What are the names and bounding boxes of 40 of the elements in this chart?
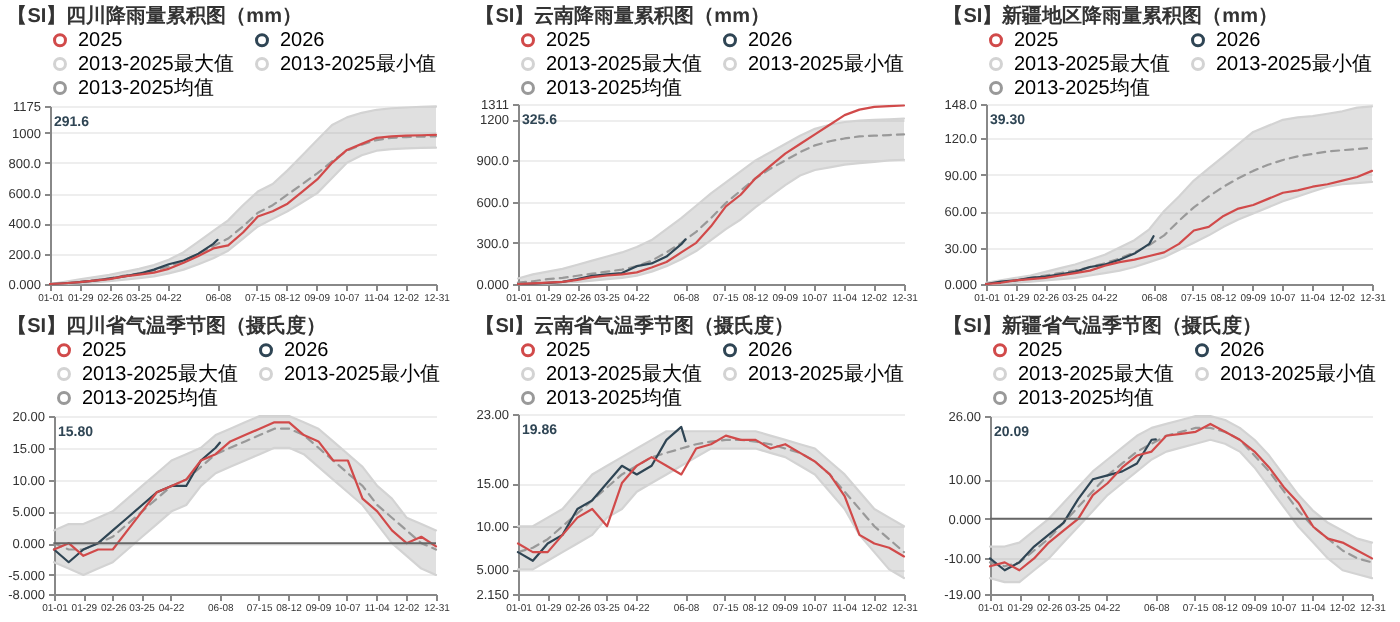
chart-title: 【SI】云南省气温季节图（摄氏度） <box>475 314 795 338</box>
chart-title: 【SI】云南降雨量累积图（mm） <box>475 4 770 28</box>
legend-label: 2013-2025均值 <box>546 76 682 100</box>
legend-label: 2025 <box>1014 30 1060 53</box>
legend-label: 2025 <box>78 30 124 53</box>
line-series <box>988 438 1157 572</box>
chart-title: 【SI】四川省气温季节图（摄氏度） <box>7 314 327 338</box>
legend-label: 2026 <box>748 340 794 363</box>
legend-label: 2013-2025最大值 <box>546 52 702 76</box>
legend-label: 2026 <box>1216 30 1262 53</box>
legend-label: 2013-2025最大值 <box>78 52 234 76</box>
legend-label: 2013-2025最大值 <box>1018 362 1174 386</box>
legend-label: 2013-2025最小值 <box>748 362 904 386</box>
legend-label: 2013-2025均值 <box>1018 386 1154 410</box>
legend-label: 2013-2025最小值 <box>1216 52 1372 76</box>
legend-label: 2025 <box>82 340 128 363</box>
line-series <box>52 441 221 564</box>
legend-label: 2025 <box>546 340 592 363</box>
legend-label: 2025 <box>1018 340 1064 363</box>
legend-label: 2025 <box>546 30 592 53</box>
chart-title: 【SI】新疆省气温季节图（摄氏度） <box>943 314 1263 338</box>
legend-label: 2026 <box>1220 340 1266 363</box>
legend-label: 2013-2025最小值 <box>1220 362 1376 386</box>
line-series <box>984 235 1155 286</box>
legend-label: 2013-2025均值 <box>82 386 218 410</box>
legend-label: 2013-2025均值 <box>1014 76 1150 100</box>
legend-label: 2026 <box>284 340 330 363</box>
legend-label: 2026 <box>748 30 794 53</box>
legend-label: 2013-2025均值 <box>78 76 214 100</box>
line-series <box>516 425 687 562</box>
legend-label: 2013-2025最小值 <box>748 52 904 76</box>
legend-label: 2013-2025最大值 <box>546 362 702 386</box>
legend-label: 2013-2025最小值 <box>280 52 436 76</box>
chart-title: 【SI】四川降雨量累积图（mm） <box>7 4 302 28</box>
legend-label: 2013-2025最大值 <box>82 362 238 386</box>
legend-label: 2026 <box>280 30 326 53</box>
legend-label: 2013-2025均值 <box>546 386 682 410</box>
legend-label: 2013-2025最大值 <box>1014 52 1170 76</box>
legend-label: 2013-2025最小值 <box>284 362 440 386</box>
chart-title: 【SI】新疆地区降雨量累积图（mm） <box>943 4 1278 28</box>
